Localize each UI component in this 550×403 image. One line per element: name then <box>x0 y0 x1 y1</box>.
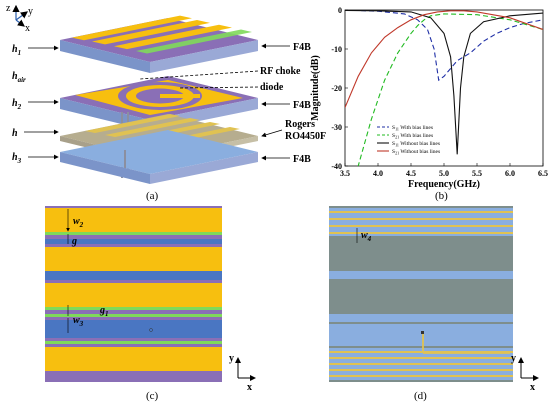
y-axis-label: Magnitude(dB) <box>310 55 321 121</box>
x-tick-label: 6.5 <box>538 169 548 178</box>
x-tick-label: 4.5 <box>406 169 416 178</box>
axis-triad-icon: z y x <box>6 3 33 34</box>
axis-d-x-label: x <box>530 382 535 393</box>
x-tick-label: 5.5 <box>472 169 482 178</box>
h1-label: h1 <box>12 44 21 57</box>
h3-label: h3 <box>12 152 22 165</box>
series-line-3 <box>345 10 543 108</box>
x-tick-label: 5.0 <box>439 169 449 178</box>
layer-h2-ring-substrate <box>60 76 258 131</box>
series-line-1 <box>357 13 543 166</box>
x-tick-label: 6.0 <box>505 169 515 178</box>
x-tick-label: 4.0 <box>373 169 383 178</box>
y-tick-label: -40 <box>331 162 342 171</box>
right-material-labels: F4B RF choke diode F4B Rogers RO4450F F4… <box>139 42 326 165</box>
caption-b: (b) <box>435 190 448 202</box>
axis-c-x-label: x <box>247 382 252 393</box>
w4-label: w4 <box>361 230 372 243</box>
axis-y-label: y <box>28 6 33 17</box>
diode-label: diode <box>260 82 284 93</box>
series-line-2 <box>345 10 543 155</box>
rf-choke-label: RF choke <box>260 66 301 77</box>
x-ticks: 3.5 4.0 4.5 5.0 5.5 6.0 6.5 <box>340 163 548 178</box>
panel-a: z y x <box>6 3 326 202</box>
axis-c-y-label: y <box>229 353 234 364</box>
axis-x-label: x <box>25 23 30 34</box>
y-tick-label: -30 <box>331 123 342 132</box>
series-line-0 <box>345 10 543 82</box>
x-tick-label: 3.5 <box>340 169 350 178</box>
layer-h1-striped-substrate <box>60 15 258 73</box>
legend-entry-0: S11 With bias lines <box>392 125 433 132</box>
f4b-bottom-label: F4B <box>293 154 311 165</box>
f4b-middle-label: F4B <box>293 100 311 111</box>
rogers-label: Rogers <box>285 119 315 130</box>
axis-c-icon: y x <box>229 353 256 393</box>
x-axis-label: Frequency(GHz) <box>408 179 480 190</box>
axis-d-icon: y x <box>511 353 539 393</box>
axis-d-y-label: y <box>511 353 516 364</box>
hair-label: hair <box>12 71 26 84</box>
g1-label: g1 <box>99 305 109 318</box>
g-label: g <box>71 236 77 247</box>
panel-b-chart: 3.5 4.0 4.5 5.0 5.5 6.0 6.5 0 -10 -20 -30 -40 S11 … <box>310 6 548 202</box>
h-label: h <box>12 128 18 139</box>
caption-d: (d) <box>414 390 427 402</box>
caption-a: (a) <box>146 190 159 202</box>
h2-label: h2 <box>12 98 22 111</box>
left-height-labels: h1 hair h2 h h3 <box>12 44 59 165</box>
layer-h3-bottom-substrate <box>60 130 258 184</box>
f4b-top-label: F4B <box>293 42 311 53</box>
legend-entry-1: S21 With bias lines <box>392 133 433 140</box>
w3-label: w3 <box>73 315 84 328</box>
y-tick-label: 0 <box>338 6 342 15</box>
legend-entry-3: S21 Without bias lines <box>392 149 440 156</box>
axis-z-label: z <box>6 3 11 14</box>
panel-c: w2 g g1 w3 y x (c) <box>45 206 256 402</box>
ro4450f-label: RO4450F <box>285 131 326 142</box>
legend-entry-2: S11 Without bias lines <box>392 141 440 148</box>
plot-frame <box>344 9 544 167</box>
panel-d: w4 y x (d) <box>329 206 539 402</box>
series-lines <box>345 10 543 166</box>
y-tick-label: -10 <box>331 45 342 54</box>
w2-label: w2 <box>73 216 84 229</box>
y-tick-label: -20 <box>331 84 342 93</box>
caption-c: (c) <box>146 390 159 402</box>
y-ticks: 0 -10 -20 -30 -40 <box>331 6 348 171</box>
